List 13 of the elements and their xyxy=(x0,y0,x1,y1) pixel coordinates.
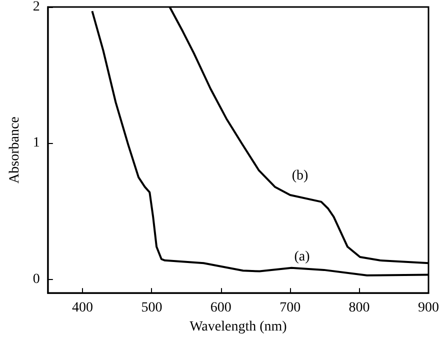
y-tick-label: 0 xyxy=(32,272,40,287)
y-tick-label: 2 xyxy=(32,0,40,14)
annotation: (b) xyxy=(292,168,308,184)
annotation: (a) xyxy=(294,250,310,264)
x-tick-label: 700 xyxy=(280,300,301,316)
x-tick-label: 900 xyxy=(418,300,439,316)
x-axis-title: Wavelength (nm) xyxy=(190,320,288,334)
x-tick-label: 800 xyxy=(348,300,370,316)
y-axis-title: Absorbance xyxy=(8,116,22,184)
x-tick-label: 600 xyxy=(210,300,232,316)
y-tick-label: 1 xyxy=(32,136,40,151)
x-tick-label: 500 xyxy=(141,300,162,316)
x-tick-label: 400 xyxy=(72,300,93,316)
